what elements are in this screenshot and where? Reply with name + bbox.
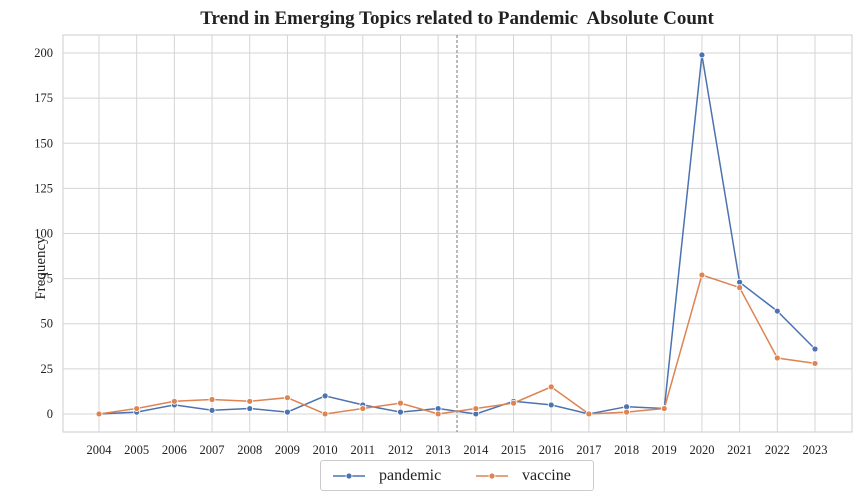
chart-title: Trend in Emerging Topics related to Pand… <box>200 8 714 29</box>
legend: pandemic vaccine <box>320 460 594 491</box>
x-tick-label: 2021 <box>727 443 752 457</box>
data-point-pandemic <box>811 345 819 353</box>
data-point-vaccine <box>95 410 103 418</box>
data-point-vaccine <box>585 410 593 418</box>
data-point-pandemic <box>547 401 555 409</box>
y-tick-label: 125 <box>34 181 53 195</box>
data-point-pandemic <box>284 408 291 416</box>
x-tick-label: 2015 <box>501 443 526 457</box>
data-point-vaccine <box>736 284 744 292</box>
data-point-vaccine <box>246 397 254 405</box>
data-point-pandemic <box>698 51 706 59</box>
x-tick-label: 2010 <box>313 443 338 457</box>
data-point-vaccine <box>208 396 216 403</box>
x-tick-label: 2006 <box>162 443 187 457</box>
data-point-pandemic <box>321 392 329 400</box>
x-tick-label: 2014 <box>463 443 489 457</box>
legend-label-pandemic: pandemic <box>379 467 442 484</box>
y-tick-label: 175 <box>34 91 53 105</box>
x-tick-label: 2011 <box>351 443 376 457</box>
data-point-vaccine <box>170 397 178 405</box>
x-tick-label: 2023 <box>803 443 828 457</box>
y-tick-label: 75 <box>41 272 54 286</box>
x-tick-label: 2007 <box>200 443 225 457</box>
legend-swatch-pandemic <box>333 472 365 480</box>
data-point-vaccine <box>698 271 706 279</box>
legend-swatch-vaccine <box>476 472 508 480</box>
y-tick-label: 0 <box>47 407 53 421</box>
series-line-vaccine <box>98 274 816 415</box>
data-point-pandemic <box>397 408 404 416</box>
data-point-pandemic <box>773 307 781 315</box>
data-point-vaccine <box>623 408 630 416</box>
y-tick-label: 25 <box>41 362 54 376</box>
data-point-vaccine <box>133 405 141 412</box>
x-tick-label: 2022 <box>765 443 790 457</box>
x-tick-label: 2019 <box>652 443 677 457</box>
x-tick-label: 2005 <box>124 443 149 457</box>
data-point-vaccine <box>321 410 329 418</box>
data-point-pandemic <box>246 405 254 412</box>
y-tick-label: 150 <box>34 136 53 150</box>
legend-item-pandemic: pandemic <box>331 466 441 486</box>
data-point-vaccine <box>434 410 442 418</box>
x-tick-label: 2017 <box>576 443 601 457</box>
x-tick-label: 2009 <box>275 443 300 457</box>
legend-label-vaccine: vaccine <box>522 467 571 484</box>
x-tick-label: 2004 <box>87 443 113 457</box>
data-point-vaccine <box>773 354 781 362</box>
data-point-vaccine <box>472 405 480 412</box>
y-tick-label: 200 <box>34 46 53 60</box>
x-tick-label: 2018 <box>614 443 639 457</box>
data-point-vaccine <box>397 399 404 407</box>
x-tick-label: 2016 <box>539 443 564 457</box>
x-tick-label: 2008 <box>237 443 262 457</box>
data-point-vaccine <box>510 399 517 407</box>
x-tick-label: 2013 <box>426 443 451 457</box>
data-point-vaccine <box>811 360 819 367</box>
data-point-vaccine <box>284 394 291 402</box>
data-point-pandemic <box>208 406 216 414</box>
y-tick-label: 100 <box>34 227 53 241</box>
legend-item-vaccine: vaccine <box>474 466 571 486</box>
x-tick-label: 2012 <box>388 443 413 457</box>
y-tick-label: 50 <box>41 317 54 331</box>
data-point-vaccine <box>547 383 555 391</box>
data-point-vaccine <box>359 405 367 412</box>
x-tick-label: 2020 <box>689 443 714 457</box>
data-point-vaccine <box>660 405 668 412</box>
